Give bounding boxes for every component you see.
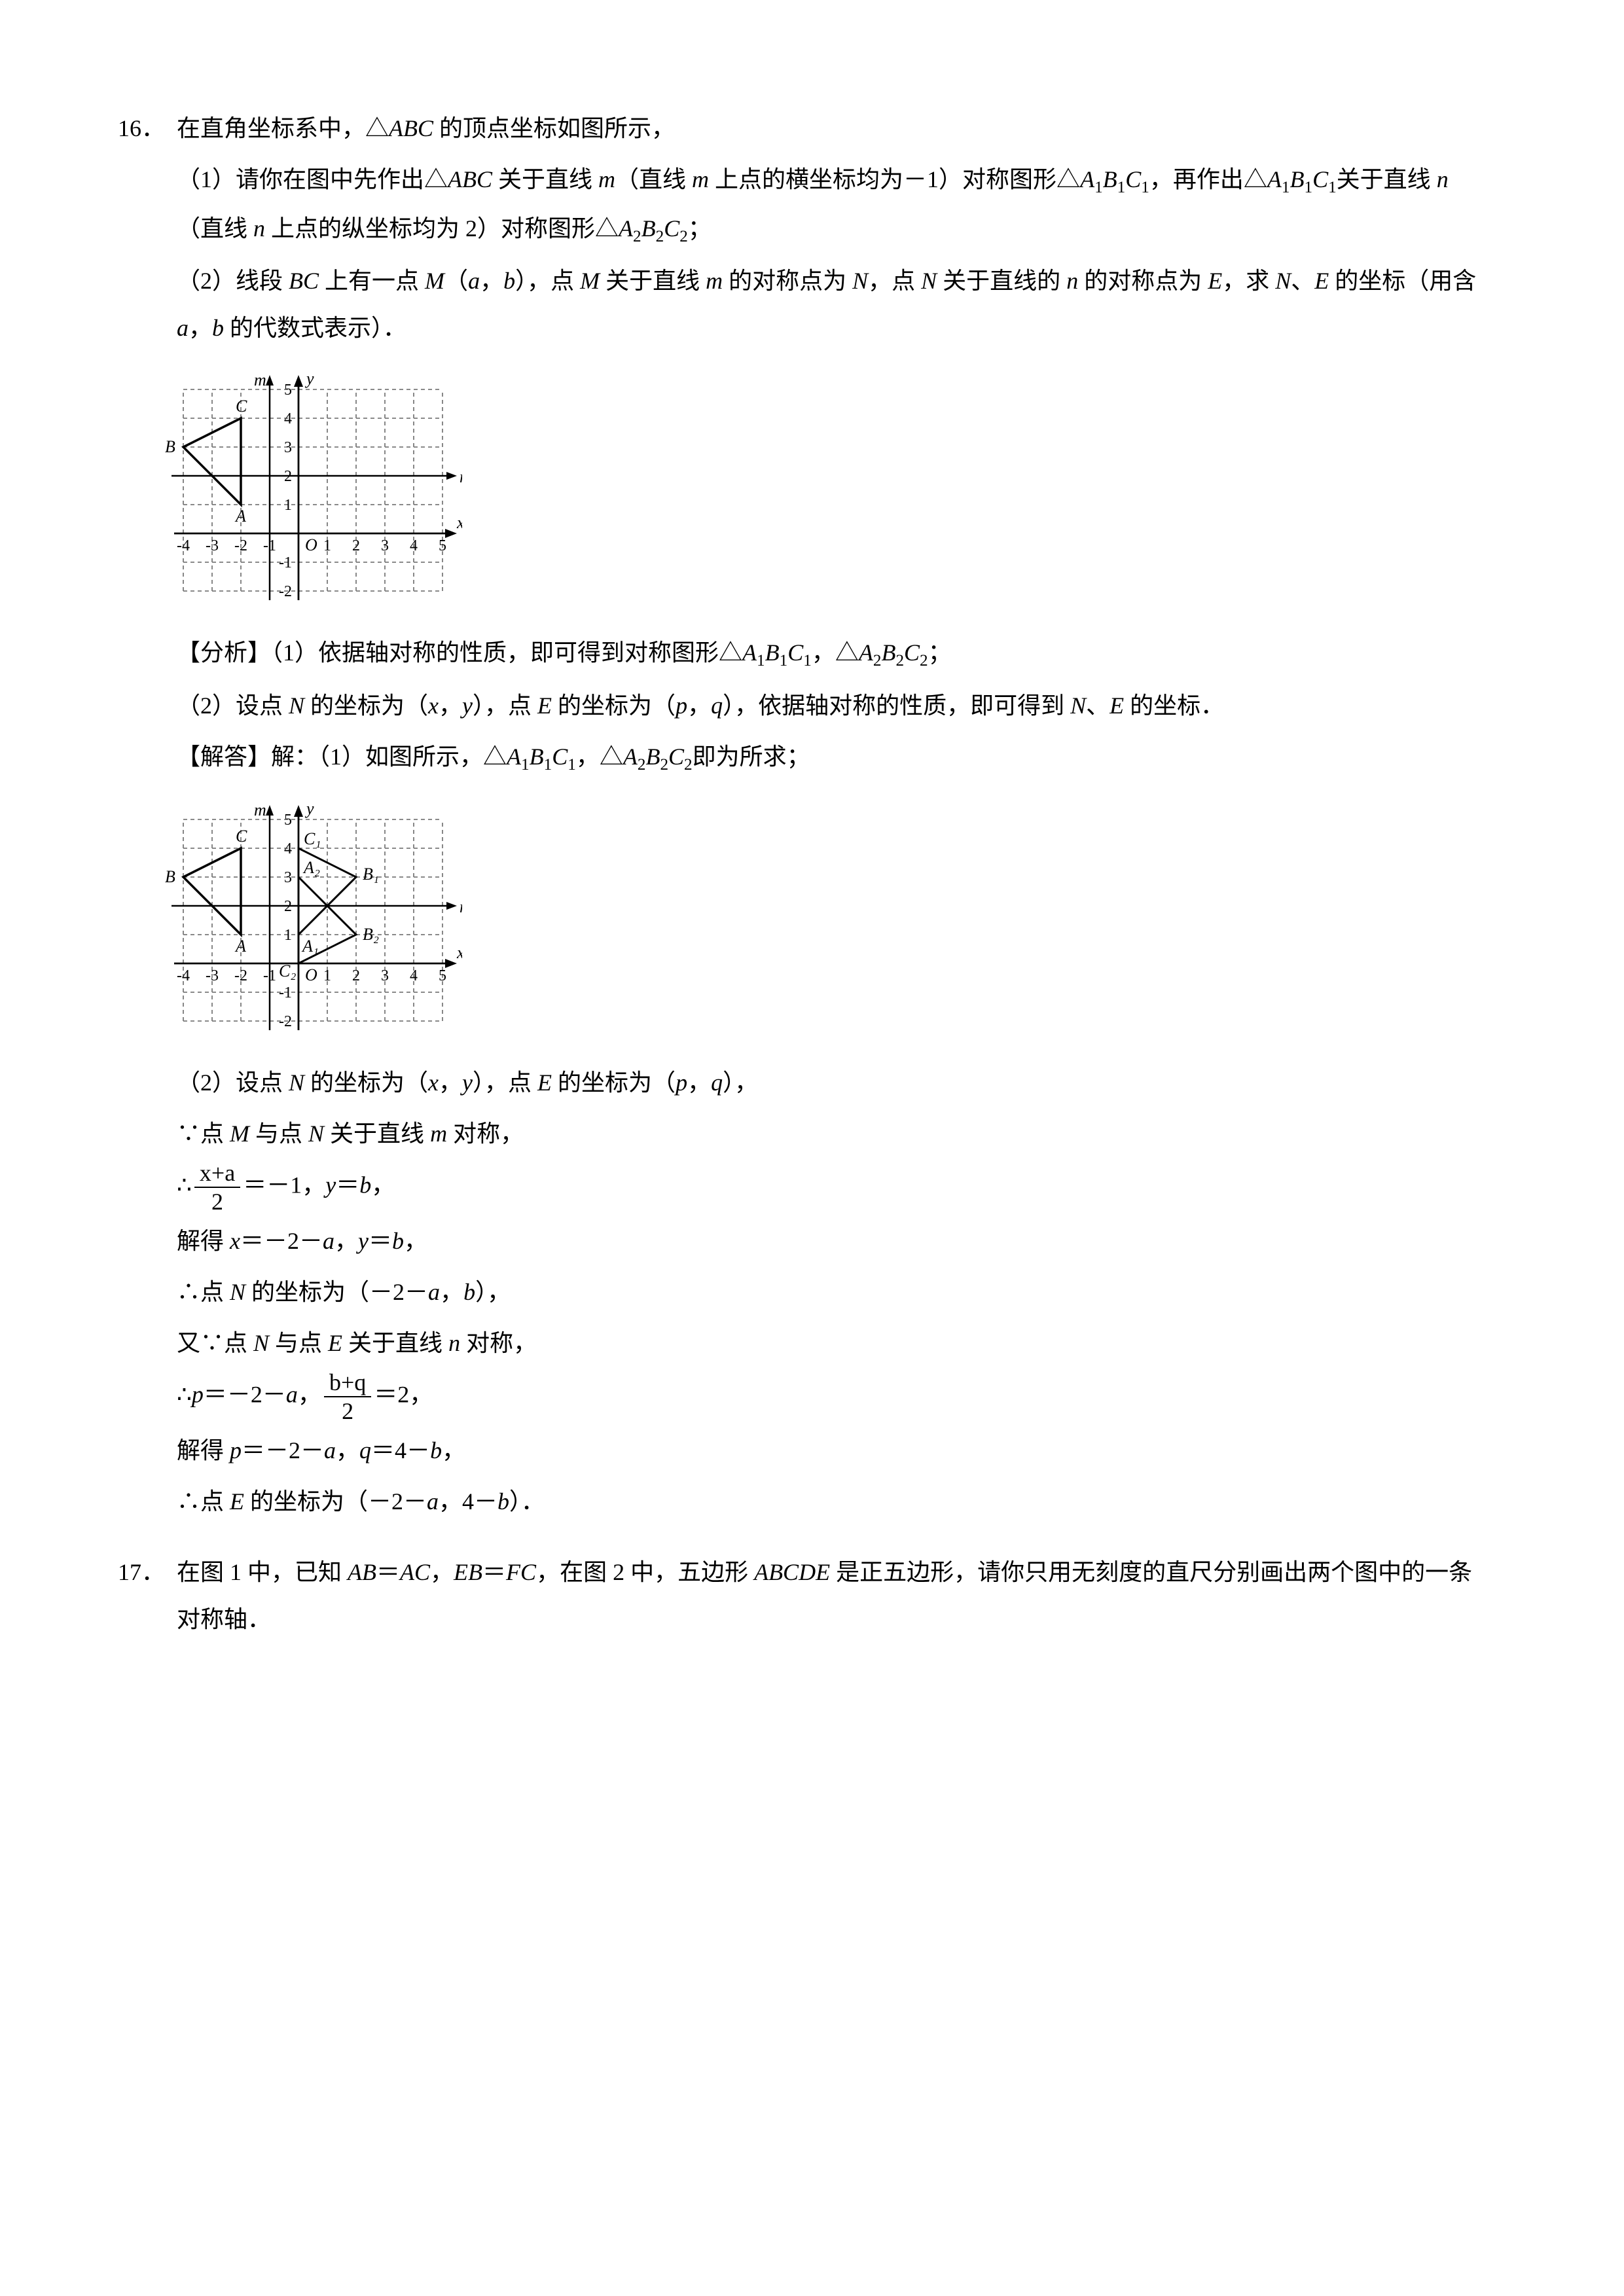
svg-text:O: O: [305, 535, 317, 554]
svg-text:A: A: [234, 507, 246, 526]
svg-text:-2: -2: [279, 583, 292, 600]
problem-number-17: 17．: [118, 1549, 177, 1647]
svg-text:n: n: [460, 897, 462, 916]
s-4: ∴点 N 的坐标为（－2－a，b），: [177, 1268, 1493, 1316]
svg-text:1: 1: [323, 967, 331, 984]
svg-text:-3: -3: [206, 537, 219, 554]
s-5: 又∵点 N 与点 E 关于直线 n 对称，: [177, 1319, 1493, 1367]
svg-text:4: 4: [410, 967, 418, 984]
svg-text:3: 3: [381, 967, 389, 984]
svg-text:1: 1: [284, 927, 292, 944]
problem-body: 在直角坐标系中，△ABC 的顶点坐标如图所示， （1）请你在图中先作出△ABC …: [177, 105, 1493, 1529]
svg-text:A: A: [234, 937, 246, 956]
svg-text:4: 4: [284, 410, 292, 427]
svg-text:1: 1: [323, 537, 331, 554]
svg-text:-3: -3: [206, 967, 219, 984]
s-7: 解得 p＝－2－a，q＝4－b，: [177, 1427, 1493, 1474]
svg-text:C₂: C₂: [279, 961, 296, 980]
svg-text:5: 5: [439, 537, 446, 554]
solve-intro-text: 解：（1）如图所示，△A1B1C1，△A2B2C2即为所求；: [271, 744, 810, 770]
svg-text:x: x: [456, 513, 462, 532]
problem-17: 17． 在图 1 中，已知 AB＝AC，EB＝FC，在图 2 中，五边形 ABC…: [118, 1549, 1493, 1647]
coordinate-grid-2-svg: n m -4 -3 -2 -1 1 2 3 4 5 -2 -1 1 2 3 4 5 Ox y A B C A₁ B₁ C₁ A₂ B₂…: [164, 800, 462, 1041]
problem-16: 16． 在直角坐标系中，△ABC 的顶点坐标如图所示， （1）请你在图中先作出△…: [118, 105, 1493, 1529]
analysis-label: 【分析】: [177, 639, 271, 666]
p16-line2: （1）请你在图中先作出△ABC 关于直线 m（直线 m 上点的横坐标均为－1）对…: [177, 156, 1493, 253]
s-8: ∴点 E 的坐标为（－2－a，4－b）．: [177, 1478, 1493, 1525]
solve-label: 【解答】: [177, 744, 271, 770]
svg-text:5: 5: [439, 967, 446, 984]
s-1: ∵点 M 与点 N 关于直线 m 对称，: [177, 1110, 1493, 1157]
p16-line1: 在直角坐标系中，△ABC 的顶点坐标如图所示，: [177, 105, 1493, 152]
svg-text:3: 3: [381, 537, 389, 554]
svg-text:C: C: [236, 397, 247, 416]
svg-text:-2: -2: [234, 967, 247, 984]
svg-text:-1: -1: [279, 984, 292, 1001]
svg-text:4: 4: [284, 840, 292, 857]
svg-text:B₁: B₁: [363, 865, 379, 884]
svg-text:5: 5: [284, 382, 292, 399]
analysis-text-1: （1）依据轴对称的性质，即可得到对称图形△A1B1C1，△A2B2C2；: [271, 639, 952, 666]
svg-text:1: 1: [284, 497, 292, 514]
svg-text:y: y: [304, 370, 314, 388]
svg-text:-4: -4: [177, 537, 190, 554]
svg-text:3: 3: [284, 439, 292, 456]
svg-text:5: 5: [284, 812, 292, 829]
svg-text:B: B: [165, 867, 175, 886]
svg-text:-1: -1: [279, 554, 292, 571]
svg-text:-2: -2: [234, 537, 247, 554]
svg-text:B₂: B₂: [363, 925, 379, 944]
svg-text:A₂: A₂: [302, 858, 320, 877]
svg-text:3: 3: [284, 869, 292, 886]
figure-2: n m -4 -3 -2 -1 1 2 3 4 5 -2 -1 1 2 3 4 5 Ox y A B C A₁ B₁ C₁ A₂ B₂…: [164, 800, 1493, 1041]
page: 16． 在直角坐标系中，△ABC 的顶点坐标如图所示， （1）请你在图中先作出△…: [0, 0, 1624, 1797]
problem-17-body: 在图 1 中，已知 AB＝AC，EB＝FC，在图 2 中，五边形 ABCDE 是…: [177, 1549, 1493, 1647]
coordinate-grid-1-svg: n m -4 -3 -2 -1 1 2 3 4 5 -2 -1 1 2 3 4 5 Ox y A B C: [164, 370, 462, 611]
svg-text:4: 4: [410, 537, 418, 554]
svg-text:B: B: [165, 437, 175, 456]
p16-line3: （2）线段 BC 上有一点 M（a，b），点 M 关于直线 m 的对称点为 N，…: [177, 257, 1493, 351]
svg-text:-4: -4: [177, 967, 190, 984]
svg-text:2: 2: [352, 537, 360, 554]
svg-text:C: C: [236, 827, 247, 846]
analysis-1: 【分析】（1）依据轴对称的性质，即可得到对称图形△A1B1C1，△A2B2C2；: [177, 629, 1493, 678]
svg-text:y: y: [304, 800, 314, 818]
svg-text:2: 2: [352, 967, 360, 984]
s-2: ∴x+a2＝－1，y＝b，: [177, 1161, 1493, 1213]
solve-intro: 【解答】解：（1）如图所示，△A1B1C1，△A2B2C2即为所求；: [177, 733, 1493, 782]
svg-text:C₁: C₁: [304, 829, 321, 848]
svg-text:A₁: A₁: [301, 937, 319, 956]
svg-text:2: 2: [284, 468, 292, 485]
s-6: ∴p＝－2－a，b+q2＝2，: [177, 1371, 1493, 1423]
svg-text:-1: -1: [263, 537, 276, 554]
svg-text:m: m: [254, 800, 266, 819]
svg-text:-1: -1: [263, 967, 276, 984]
svg-text:n: n: [460, 467, 462, 486]
analysis-2: （2）设点 N 的坐标为（x，y），点 E 的坐标为（p，q），依据轴对称的性质…: [177, 682, 1493, 729]
svg-text:m: m: [254, 370, 266, 389]
svg-text:-2: -2: [279, 1013, 292, 1030]
figure-1: n m -4 -3 -2 -1 1 2 3 4 5 -2 -1 1 2 3 4 5 Ox y A B C: [164, 370, 1493, 611]
s-3: 解得 x＝－2－a，y＝b，: [177, 1217, 1493, 1265]
svg-text:O: O: [305, 965, 317, 984]
svg-text:2: 2: [284, 898, 292, 915]
s-0: （2）设点 N 的坐标为（x，y），点 E 的坐标为（p，q），: [177, 1059, 1493, 1106]
svg-text:x: x: [456, 943, 462, 962]
p17-line1: 在图 1 中，已知 AB＝AC，EB＝FC，在图 2 中，五边形 ABCDE 是…: [177, 1549, 1493, 1643]
